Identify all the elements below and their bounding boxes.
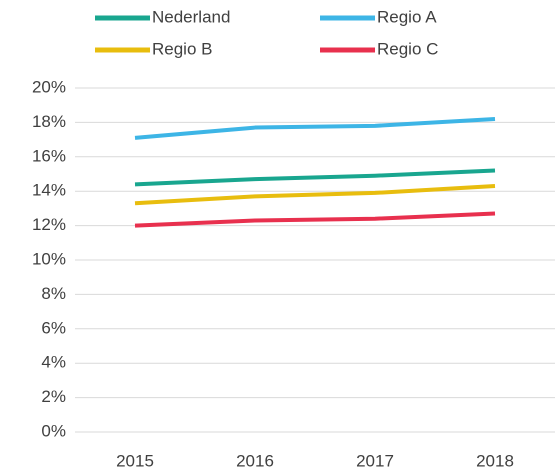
series-line — [134, 211, 496, 228]
y-tick-label: 6% — [41, 318, 66, 337]
y-tick-label: 12% — [32, 215, 66, 234]
series-line — [134, 184, 496, 206]
y-tick-label: 18% — [32, 112, 66, 131]
series-line — [134, 116, 496, 140]
y-tick-label: 20% — [32, 77, 66, 96]
y-tick-label: 8% — [41, 284, 66, 303]
legend-label: Nederland — [152, 7, 230, 26]
x-tick-label: 2015 — [116, 451, 154, 470]
y-tick-label: 4% — [41, 353, 66, 372]
y-tick-label: 2% — [41, 387, 66, 406]
x-tick-label: 2016 — [236, 451, 274, 470]
x-tick-label: 2017 — [356, 451, 394, 470]
y-tick-label: 0% — [41, 421, 66, 440]
series-line — [134, 168, 496, 187]
y-tick-label: 14% — [32, 181, 66, 200]
y-tick-label: 10% — [32, 249, 66, 268]
x-tick-label: 2018 — [476, 451, 514, 470]
legend-label: Regio B — [152, 39, 212, 58]
legend-label: Regio C — [377, 39, 438, 58]
legend-label: Regio A — [377, 7, 437, 26]
y-tick-label: 16% — [32, 146, 66, 165]
